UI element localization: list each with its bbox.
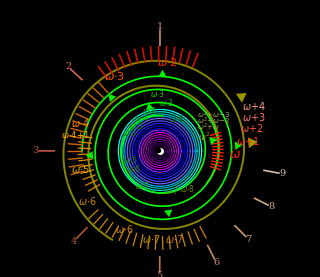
Text: $\omega{\cdot}7$: $\omega{\cdot}7$	[142, 233, 161, 245]
Text: $\omega{\cdot}6$: $\omega{\cdot}6$	[78, 196, 97, 207]
Text: $\omega{+}4$: $\omega{+}4$	[243, 100, 266, 112]
Text: $\omega{\cdot}8$: $\omega{\cdot}8$	[180, 183, 195, 194]
Text: $\omega{\cdot}7$: $\omega{\cdot}7$	[164, 185, 180, 196]
Text: $\omega{\cdot}4$: $\omega{\cdot}4$	[142, 105, 157, 116]
Text: 8: 8	[268, 202, 275, 211]
Text: $\omega^2{+}\omega$: $\omega^2{+}\omega$	[197, 122, 220, 134]
Text: $\omega{\cdot}4{+}1$: $\omega{\cdot}4{+}1$	[61, 129, 90, 140]
Text: $\omega{\cdot}5$: $\omega{\cdot}5$	[122, 127, 137, 138]
Text: $\omega{\cdot}4$: $\omega{\cdot}4$	[71, 117, 90, 129]
Text: $\omega{\cdot}3$: $\omega{\cdot}3$	[104, 70, 125, 81]
Text: $\omega{\cdot}5$: $\omega{\cdot}5$	[71, 163, 90, 175]
Text: $\omega{\cdot}6$: $\omega{\cdot}6$	[126, 163, 141, 174]
Text: $\omega{\cdot}4$: $\omega{\cdot}4$	[169, 114, 185, 124]
Text: $\omega{\cdot}6$: $\omega{\cdot}6$	[115, 223, 133, 235]
Text: $\omega{\cdot}7$: $\omega{\cdot}7$	[165, 233, 184, 245]
Text: 7: 7	[245, 235, 252, 243]
Text: $\omega{\cdot}5$: $\omega{\cdot}5$	[123, 154, 138, 165]
Text: 9: 9	[279, 169, 286, 178]
Text: $\omega^2$: $\omega^2$	[198, 130, 211, 143]
Text: $\omega^2{+}\omega{-}3$: $\omega^2{+}\omega{-}3$	[197, 110, 230, 121]
Text: $\omega$: $\omega$	[228, 148, 241, 161]
Text: $\omega{\cdot}2$: $\omega{\cdot}2$	[157, 56, 178, 68]
Text: 1: 1	[157, 22, 163, 31]
Text: 5: 5	[156, 271, 163, 277]
Text: 2: 2	[65, 62, 71, 71]
Text: 6: 6	[213, 258, 219, 267]
Text: $\omega{+}3$: $\omega{+}3$	[242, 111, 266, 123]
Text: $\omega{+}1$: $\omega{+}1$	[236, 135, 259, 147]
Text: $\omega^2{+}\omega{-}2$: $\omega^2{+}\omega{-}2$	[196, 116, 229, 127]
Text: $\omega{\cdot}5$: $\omega{\cdot}5$	[129, 120, 144, 131]
Text: $\omega{\cdot}7$: $\omega{\cdot}7$	[135, 180, 150, 191]
Text: 4: 4	[71, 237, 77, 246]
Text: $\omega{\cdot}3$: $\omega{\cdot}3$	[150, 88, 165, 99]
Text: $\omega{\cdot}4$: $\omega{\cdot}4$	[134, 112, 149, 123]
Text: $\omega{\cdot}3$: $\omega{\cdot}3$	[159, 97, 174, 108]
Text: 3: 3	[32, 146, 38, 155]
Text: $\omega{+}2$: $\omega{+}2$	[240, 122, 263, 134]
